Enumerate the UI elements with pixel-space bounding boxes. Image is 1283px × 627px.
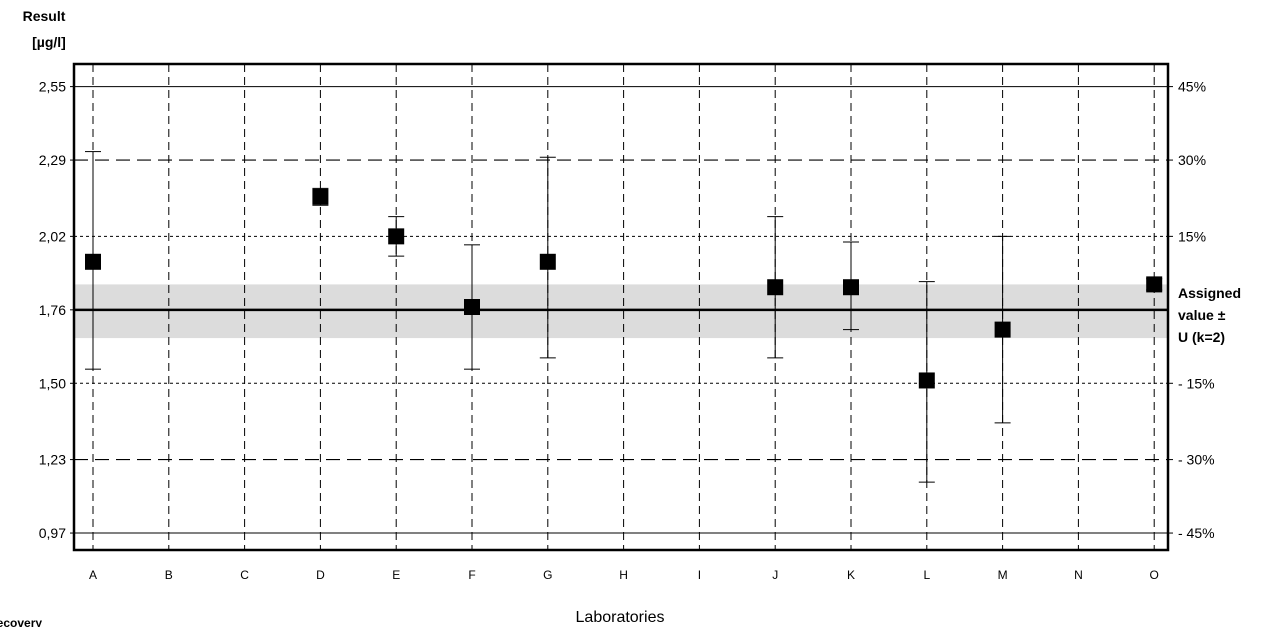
data-point-marker [1146,276,1163,293]
right-percent-label: - 15% [1178,375,1215,391]
data-point-marker [312,188,329,205]
y-tick-label: 0,97 [39,525,66,541]
y-tick-label: 1,76 [39,302,66,318]
x-tick-label: M [998,568,1008,582]
x-tick-label: B [165,568,173,582]
x-axis-title: Laboratories [576,609,665,626]
x-tick-label: H [619,568,628,582]
right-percent-label: - 30% [1178,452,1215,468]
data-point-marker [85,253,101,270]
x-tick-label: E [392,568,400,582]
data-point-marker [539,253,556,270]
data-point-marker [918,372,935,389]
x-tick-label: O [1150,568,1159,582]
y-tick-label: 2,29 [39,152,66,168]
y-axis-title-line1: Result [23,8,66,24]
data-point-marker [994,321,1011,338]
assigned-label-line3: U (k=2) [1178,329,1225,345]
right-percent-label: - 45% [1178,525,1215,541]
assigned-label-line2: value ± [1178,307,1226,323]
right-percent-label: 15% [1178,228,1206,244]
y-axis-title-line2: [µg/l] [32,34,66,50]
assigned-label-line1: Assigned [1178,285,1241,301]
x-tick-label: A [89,568,97,582]
data-point-marker [843,279,859,296]
x-tick-label: I [698,568,701,582]
data-point-marker [388,228,405,245]
x-tick-label: D [316,568,325,582]
right-percent-label: 45% [1178,79,1206,95]
x-tick-label: J [772,568,778,582]
x-tick-label: G [543,568,552,582]
y-tick-label: 2,02 [39,228,66,244]
x-tick-label: N [1074,568,1083,582]
y-tick-label: 1,23 [39,452,66,468]
uncertainty-band [74,284,1168,339]
right-percent-label: 30% [1178,152,1206,168]
data-point-marker [767,279,784,296]
x-tick-label: C [240,568,249,582]
y-tick-label: 1,50 [39,375,66,391]
x-tick-label: F [468,568,475,582]
x-tick-label: L [923,568,930,582]
data-point-marker [464,299,480,315]
y-tick-label: 2,55 [39,79,66,95]
x-tick-label: K [847,568,855,582]
plot-frame [72,62,1170,552]
bottom-left-label: Recovery [0,616,42,627]
